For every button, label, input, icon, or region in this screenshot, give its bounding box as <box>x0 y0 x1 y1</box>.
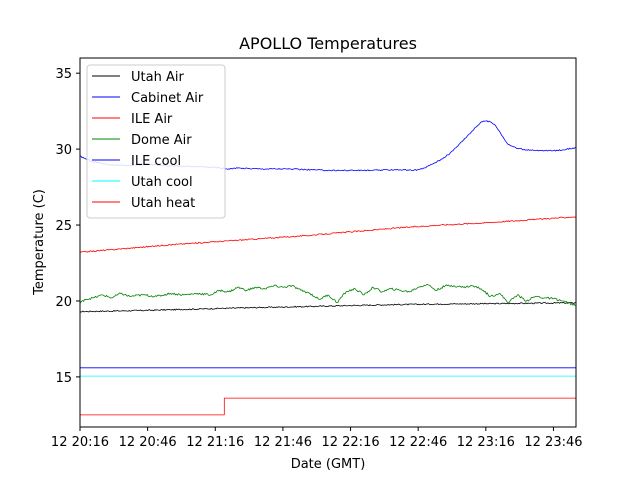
x-axis: 12 20:16 12 20:46 12 21:16 12 21:46 12 22:16… <box>51 427 583 450</box>
y-tick-label: 15 <box>55 371 72 386</box>
y-tick-label: 20 <box>55 295 72 310</box>
y-tick-label: 35 <box>55 67 72 82</box>
y-tick-label: 30 <box>55 143 72 158</box>
plot-area-frame <box>79 57 577 428</box>
series-layer <box>80 120 576 416</box>
x-tick-label: 12 23:16 <box>457 435 515 450</box>
legend: Utah Air Cabinet Air ILE Air Dome Air ILE co… <box>86 64 226 219</box>
y-axis-label: Temperature (C) <box>32 189 47 296</box>
x-axis-label: Date (GMT) <box>291 457 366 472</box>
x-tick-label: 12 20:46 <box>119 435 177 450</box>
series-line-dome-air <box>80 283 576 306</box>
legend-entry-utah-air: Utah Air <box>131 70 184 85</box>
series-line-utah-heat <box>80 397 576 416</box>
y-tick-label: 25 <box>55 219 72 234</box>
chart-title: APOLLO Temperatures <box>239 34 417 53</box>
legend-entry-utah-cool: Utah cool <box>131 175 193 190</box>
legend-entry-cabinet-air: Cabinet Air <box>131 91 204 106</box>
legend-entry-dome-air: Dome Air <box>131 133 192 148</box>
x-tick-label: 12 21:16 <box>186 435 244 450</box>
x-tick-label: 12 22:16 <box>321 435 379 450</box>
x-tick-label: 12 20:16 <box>51 435 109 450</box>
legend-frame <box>86 64 226 219</box>
legend-entry-utah-heat: Utah heat <box>131 196 195 211</box>
series-line-utah-air <box>80 301 576 313</box>
series-line-ile-air <box>80 216 576 253</box>
x-tick-label: 12 21:46 <box>254 435 312 450</box>
x-tick-label: 12 22:46 <box>389 435 447 450</box>
x-tick-label: 12 23:46 <box>524 435 582 450</box>
y-axis: 15 20 25 30 35 <box>55 67 80 386</box>
legend-entry-ile-air: ILE Air <box>131 112 173 127</box>
legend-entry-ile-cool: ILE cool <box>131 154 181 169</box>
